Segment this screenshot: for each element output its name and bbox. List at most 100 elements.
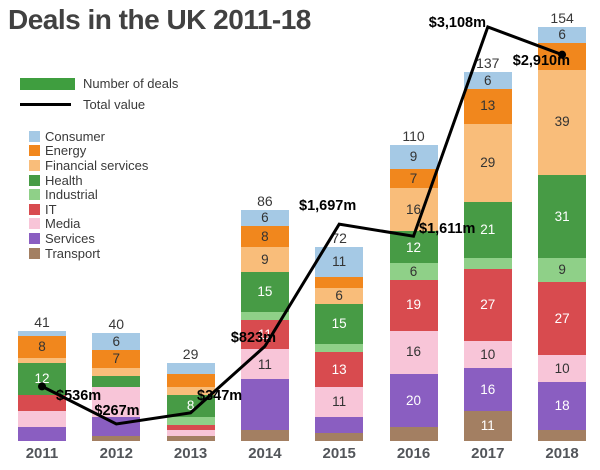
value-label-2011: $536m	[56, 388, 102, 404]
segment-label: 10	[554, 360, 570, 376]
segment-2016-energy: 7	[389, 169, 438, 189]
year-label-2014: 2014	[248, 445, 282, 462]
segment-label: 27	[554, 310, 570, 326]
segment-2011-services	[18, 427, 66, 441]
segment-2017-it: 27	[463, 268, 512, 342]
segment-label: 18	[554, 398, 570, 414]
total-label-2013: 29	[182, 345, 199, 362]
segment-2012-health	[92, 376, 141, 388]
segment-2014-services	[240, 379, 289, 431]
segment-label: 11	[257, 356, 272, 372]
segment-2017-industrial	[463, 258, 512, 269]
segment-2012-services	[92, 416, 141, 436]
segment-2012-energy: 7	[92, 349, 141, 369]
year-label-2012: 2012	[99, 445, 133, 462]
segment-label: 8	[38, 339, 46, 355]
segment-label: 29	[480, 154, 496, 170]
segment-2015-services	[315, 416, 364, 433]
segment-2017-transport: 11	[463, 411, 512, 441]
segment-2016-consumer: 9	[389, 145, 438, 170]
legend-swatch-transport	[29, 247, 40, 259]
value-label-2018: $2,910m	[512, 53, 570, 69]
segment-label: 11	[332, 394, 347, 410]
segment-2018-services: 18	[538, 381, 587, 431]
segment-label: 13	[480, 98, 496, 114]
segment-2013-transport	[166, 435, 215, 441]
segment-label: 11	[332, 254, 347, 270]
segment-label: 16	[405, 201, 422, 217]
segment-label: 39	[554, 114, 570, 130]
segment-label: 7	[112, 351, 121, 367]
segment-label: 20	[405, 392, 422, 408]
segment-label: 8	[261, 228, 269, 244]
segment-label: 13	[331, 361, 347, 377]
segment-2017-services: 16	[463, 368, 512, 412]
year-label-2017: 2017	[471, 445, 505, 462]
value-label-2017: $3,108m	[428, 15, 486, 31]
segment-label: 6	[112, 333, 121, 349]
segment-2018-industrial: 9	[538, 258, 587, 283]
segment-2015-health: 15	[315, 303, 364, 345]
segment-2013-it	[166, 424, 215, 431]
segment-2018-health: 31	[538, 174, 587, 259]
legend-swatch-industrial	[29, 189, 40, 201]
segment-2013-industrial	[166, 416, 215, 425]
value-label-2012: $267m	[94, 403, 140, 419]
segment-2015-media: 11	[315, 387, 364, 417]
bar-2017: 6 13 29 21 27 10 16 11	[463, 72, 512, 441]
segment-2017-consumer: 6	[463, 72, 512, 89]
value-label-2015: $1,697m	[299, 198, 357, 214]
segment-label: 9	[261, 251, 269, 267]
segment-2012-consumer: 6	[92, 333, 141, 350]
segment-2012-financial-services	[92, 368, 141, 377]
segment-label: 21	[480, 222, 496, 238]
segment-2018-transport	[538, 430, 587, 441]
segment-2017-media: 10	[463, 341, 512, 369]
segment-2015-transport	[315, 432, 364, 441]
segment-2018-financial-services: 39	[538, 69, 587, 175]
segment-label: 6	[409, 263, 418, 279]
segment-label: 16	[405, 344, 422, 360]
segment-2018-it: 27	[538, 282, 587, 355]
total-label-2018: 154	[550, 9, 574, 26]
legend-swatch-services	[29, 232, 40, 244]
bar-2014: 6 8 9 15 11 11	[240, 209, 289, 441]
segment-2015-energy	[315, 276, 364, 288]
segment-label: 6	[484, 72, 492, 88]
segment-2016-it: 19	[389, 279, 438, 331]
bar-2011: 8 12	[18, 330, 66, 441]
segment-2017-financial-services: 29	[463, 123, 512, 202]
segment-2014-industrial	[240, 311, 289, 320]
legend-swatch-it	[29, 203, 40, 215]
year-label-2015: 2015	[322, 445, 356, 462]
segment-label: 8	[186, 398, 195, 414]
legend-swatch-health	[29, 174, 40, 186]
legend-swatch-energy	[29, 145, 40, 157]
segment-label: 9	[558, 262, 566, 278]
segment-2011-energy: 8	[18, 336, 66, 358]
value-label-2013: $347m	[197, 388, 243, 404]
legend-swatch-media	[29, 218, 40, 230]
year-label-2018: 2018	[545, 445, 579, 462]
segment-label: 27	[480, 297, 496, 313]
segment-2016-media: 16	[389, 330, 438, 374]
segment-label: 11	[480, 418, 495, 434]
total-label-2012: 40	[108, 316, 125, 333]
segment-label: 7	[409, 170, 418, 186]
segment-label: 16	[480, 382, 496, 398]
segment-2012-transport	[92, 435, 141, 441]
segment-2018-media: 10	[538, 354, 587, 382]
segment-2013-media	[166, 430, 215, 436]
segment-2014-energy: 8	[240, 225, 289, 248]
total-label-2011: 41	[34, 313, 50, 330]
segment-2015-industrial	[315, 344, 364, 353]
segment-2016-transport	[389, 427, 438, 441]
segment-label: 15	[331, 316, 347, 332]
year-label-2016: 2016	[396, 445, 431, 462]
legend-swatch-consumer	[29, 130, 40, 142]
total-label-2014: 86	[257, 192, 273, 209]
value-label-2014: $823m	[230, 330, 276, 346]
segment-2014-health: 15	[240, 271, 289, 312]
